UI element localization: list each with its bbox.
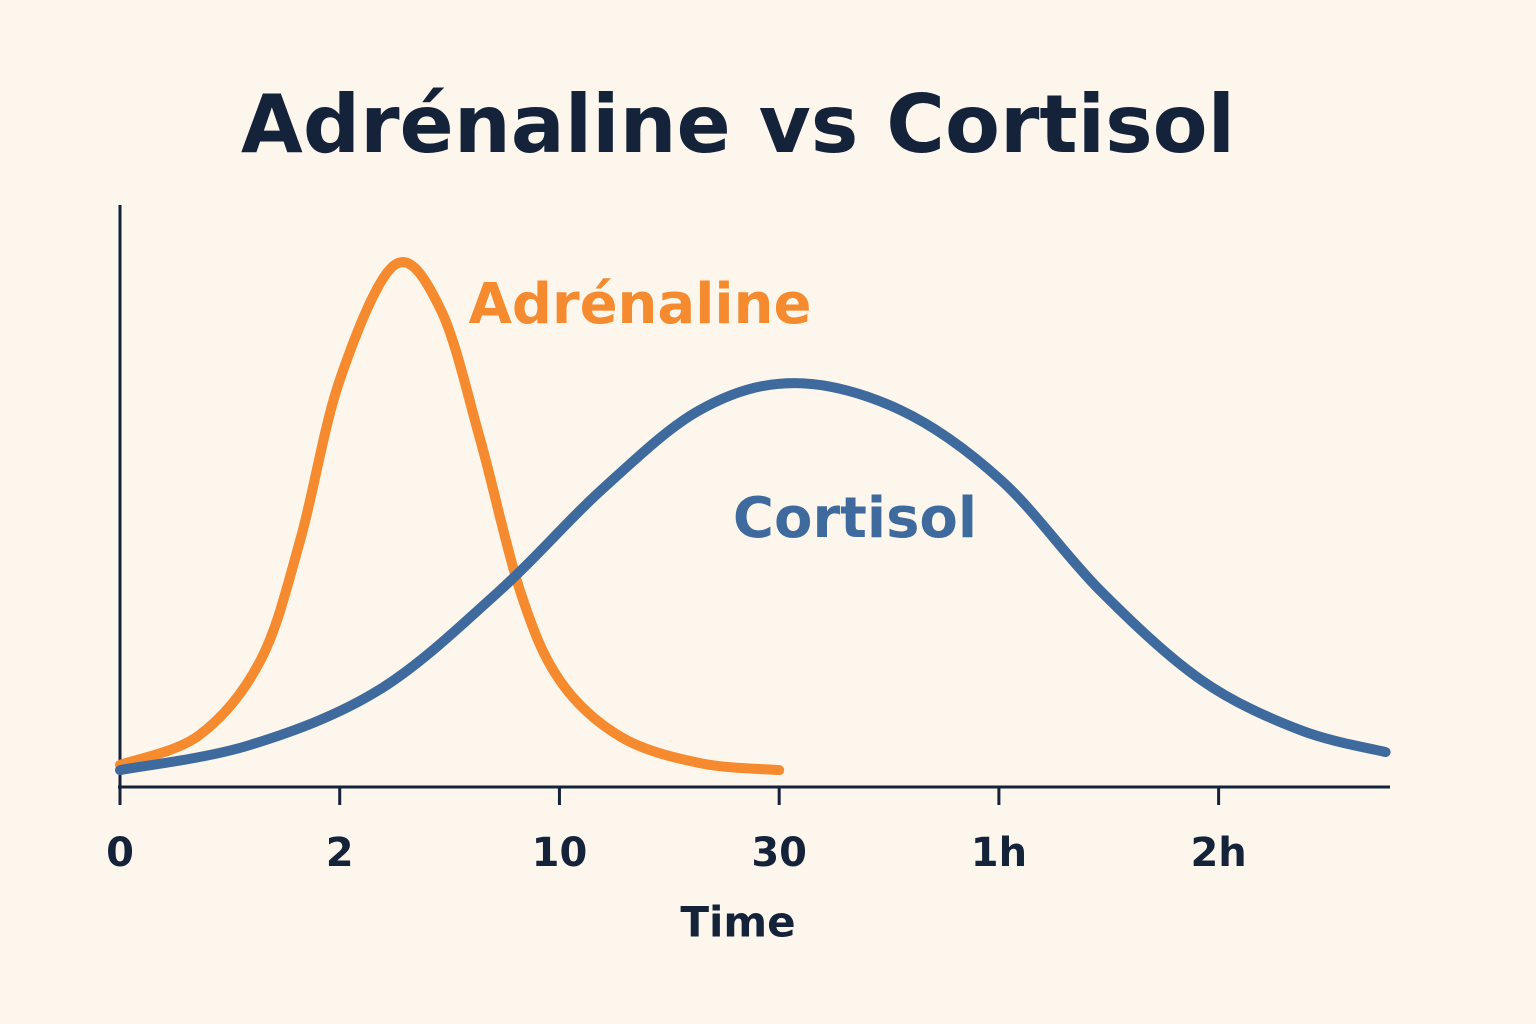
x-tick-label: 1h <box>971 830 1027 876</box>
x-tick-label: 30 <box>751 830 807 876</box>
series-line <box>115 378 1391 776</box>
series-label: Cortisol <box>733 486 977 551</box>
series-label: Adrénaline <box>469 272 812 337</box>
x-tick-label: 2h <box>1190 830 1246 876</box>
x-tick-label: 10 <box>532 830 588 876</box>
x-tick-label: 2 <box>326 830 354 876</box>
x-axis-label: Time <box>680 898 795 947</box>
x-tick-label: 0 <box>106 830 134 876</box>
chart-title: Adrénaline vs Cortisol <box>241 78 1235 171</box>
series-line <box>115 257 785 776</box>
